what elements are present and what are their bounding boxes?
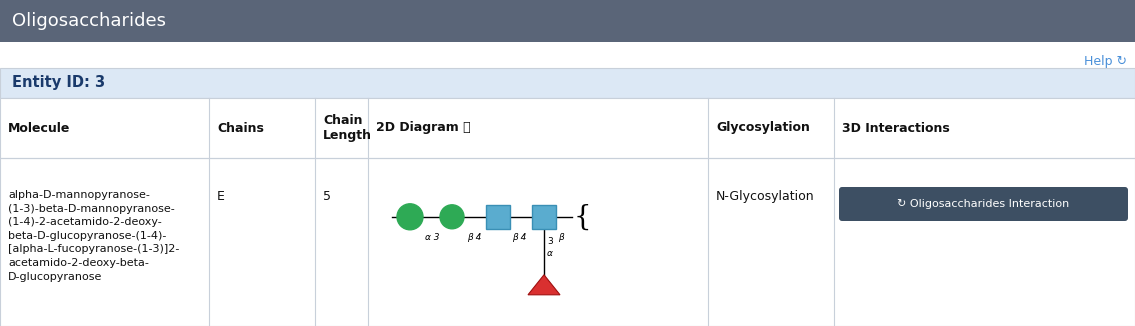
FancyBboxPatch shape xyxy=(532,205,556,229)
Text: 3: 3 xyxy=(547,237,553,246)
Text: β 4: β 4 xyxy=(512,233,527,242)
Text: {: { xyxy=(574,203,591,230)
Text: α: α xyxy=(547,249,553,258)
Text: N-Glycosylation: N-Glycosylation xyxy=(716,190,815,203)
Circle shape xyxy=(397,204,423,230)
Text: Glycosylation: Glycosylation xyxy=(716,122,810,135)
FancyBboxPatch shape xyxy=(0,68,1135,98)
Text: Entity ID: 3: Entity ID: 3 xyxy=(12,76,106,91)
FancyBboxPatch shape xyxy=(0,98,1135,326)
Text: Help ↻: Help ↻ xyxy=(1084,55,1127,68)
Text: Oligosaccharides: Oligosaccharides xyxy=(12,12,166,30)
FancyBboxPatch shape xyxy=(839,187,1128,221)
Text: Chains: Chains xyxy=(217,122,263,135)
Text: 2D Diagram ⓘ: 2D Diagram ⓘ xyxy=(376,122,471,135)
FancyBboxPatch shape xyxy=(0,0,1135,42)
Text: Chain
Length: Chain Length xyxy=(323,113,372,142)
Text: α 3: α 3 xyxy=(424,233,439,242)
Text: 5: 5 xyxy=(323,190,331,203)
Text: ↻ Oligosaccharides Interaction: ↻ Oligosaccharides Interaction xyxy=(898,199,1069,209)
Circle shape xyxy=(440,205,464,229)
FancyBboxPatch shape xyxy=(0,98,1135,158)
Text: alpha-D-mannopyranose-
(1-3)-beta-D-mannopyranose-
(1-4)-2-acetamido-2-deoxy-
be: alpha-D-mannopyranose- (1-3)-beta-D-mann… xyxy=(8,190,179,282)
Text: β: β xyxy=(558,233,564,242)
Text: β 4: β 4 xyxy=(466,233,481,242)
Polygon shape xyxy=(528,275,560,295)
Text: 3D Interactions: 3D Interactions xyxy=(842,122,950,135)
FancyBboxPatch shape xyxy=(486,205,510,229)
Text: E: E xyxy=(217,190,225,203)
Text: Molecule: Molecule xyxy=(8,122,70,135)
